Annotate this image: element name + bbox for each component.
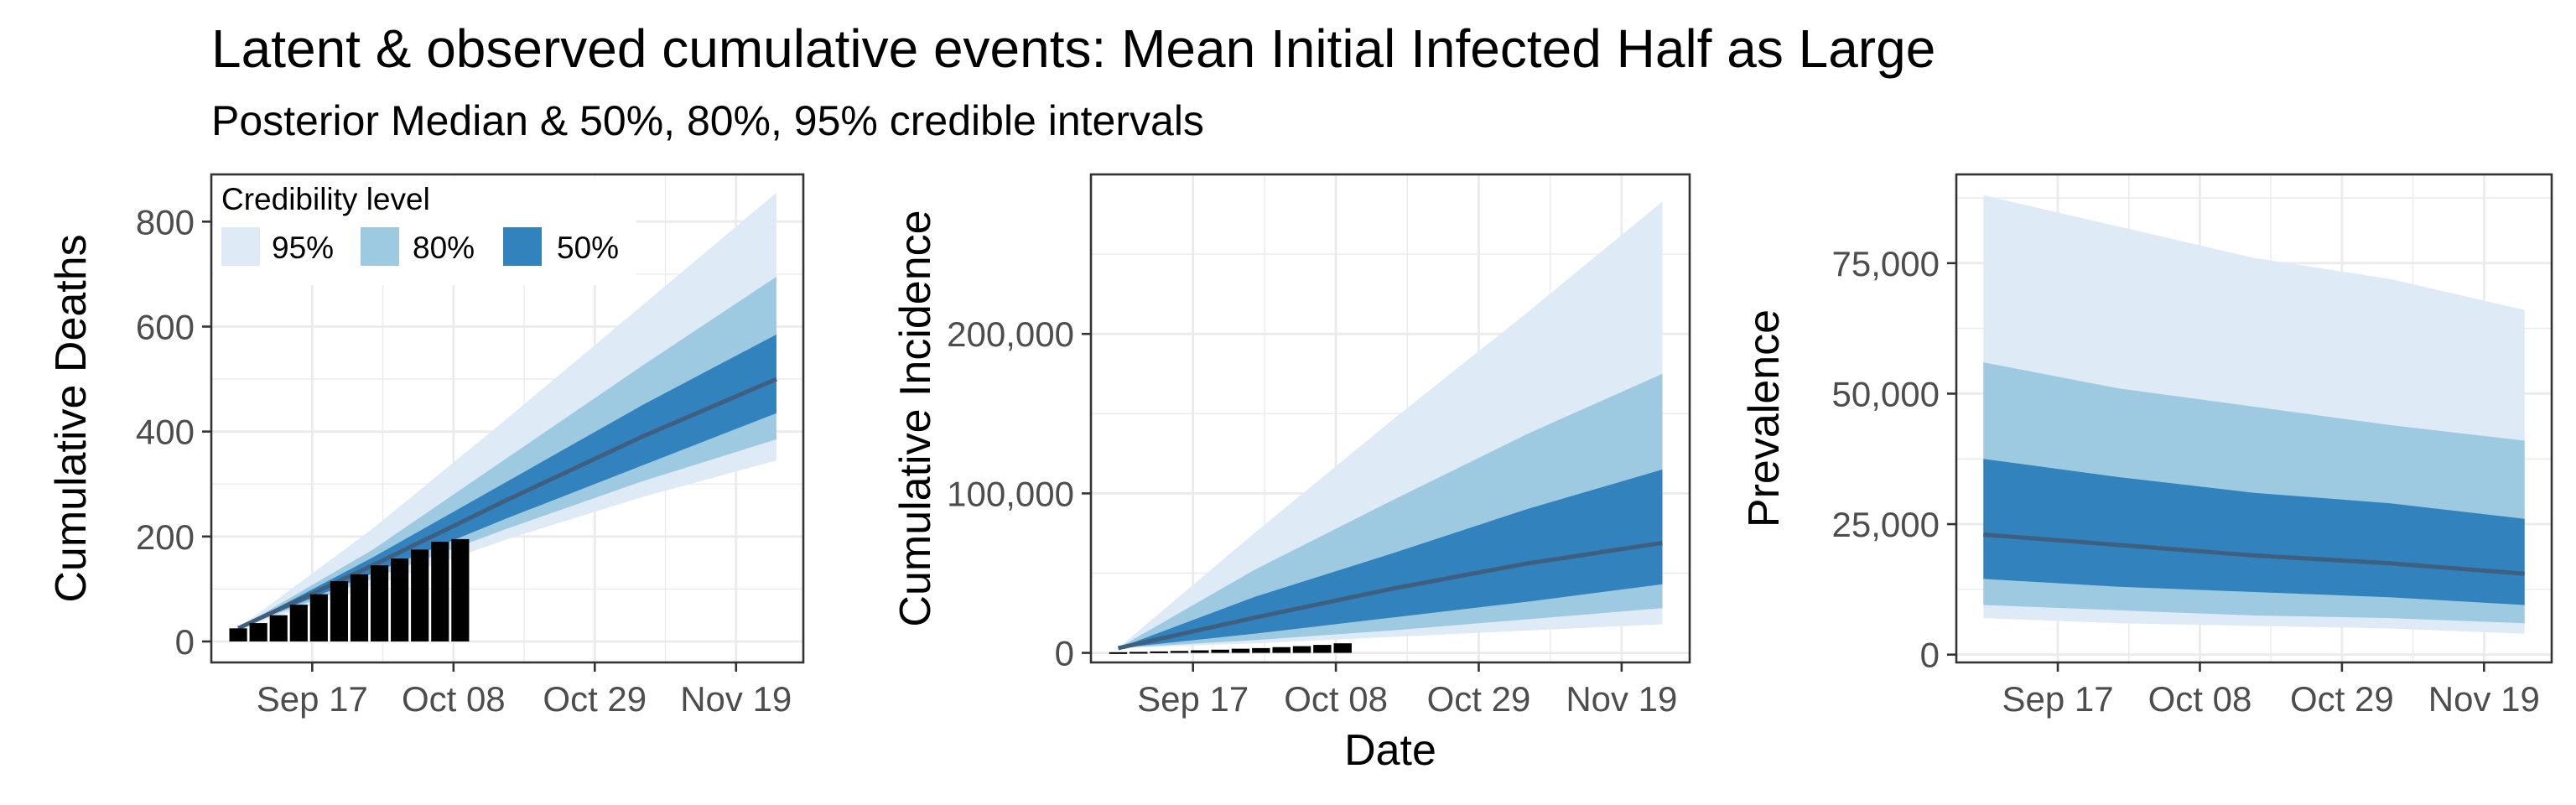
observed-bar — [289, 605, 308, 641]
x-tick-label: Nov 19 — [680, 679, 792, 719]
panel-border — [210, 173, 805, 664]
x-axis-title: Date — [1344, 726, 1436, 775]
chart-title: Latent & observed cumulative events: Mea… — [211, 18, 1936, 79]
observed-bar — [1109, 652, 1128, 654]
y-axis-title: Cumulative Deaths — [47, 234, 96, 602]
observed-bar — [431, 542, 449, 641]
observed-bar — [1231, 648, 1250, 653]
legend-label: 80% — [413, 231, 475, 265]
band-50 — [1118, 469, 1663, 648]
median-line — [1117, 540, 1663, 651]
x-tick-label: Oct 08 — [402, 679, 506, 719]
observed-bar — [1150, 651, 1168, 653]
observed-bar — [1313, 645, 1332, 653]
observed-bar — [249, 623, 267, 641]
observed-bar — [411, 549, 429, 641]
legend: Credibility level 95% 80% 50% — [213, 176, 636, 285]
y-tick-label: 0 — [1055, 634, 1074, 673]
chart-subtitle: Posterior Median & 50%, 80%, 95% credibl… — [211, 97, 1204, 144]
legend-item-95: 95% — [221, 227, 334, 266]
observed-bar — [309, 594, 328, 641]
y-tick-label: 0 — [175, 622, 195, 662]
observed-bar — [1252, 647, 1270, 653]
y-tick-label: 800 — [136, 202, 195, 242]
y-tick-label: 100,000 — [947, 474, 1074, 513]
legend-background — [213, 176, 636, 285]
legend-item-80: 80% — [361, 227, 475, 266]
y-tick-label: 600 — [136, 307, 195, 346]
legend-title: Credibility level — [221, 182, 430, 216]
legend-label: 50% — [557, 231, 619, 265]
legend-label: 95% — [272, 231, 334, 265]
observed-bar — [1191, 650, 1209, 653]
median-line — [237, 377, 777, 631]
x-tick-label: Oct 29 — [543, 679, 647, 719]
y-tick-label: 400 — [136, 413, 195, 452]
x-tick-label: Oct 29 — [2290, 679, 2394, 719]
observed-bar — [1130, 652, 1148, 654]
x-tick-label: Oct 08 — [2148, 679, 2252, 719]
observed-bar — [229, 628, 247, 641]
x-tick-label: Sep 17 — [1137, 679, 1249, 719]
legend-item-50: 50% — [503, 227, 619, 266]
panel-border — [1955, 173, 2553, 664]
observed-bar — [269, 615, 288, 641]
observed-bar — [1170, 651, 1189, 653]
legend-swatch — [221, 227, 260, 266]
y-axis-title: Prevalence — [1740, 309, 1789, 527]
median-line — [1983, 532, 2525, 576]
y-tick-label: 200,000 — [947, 314, 1074, 354]
observed-bar — [330, 581, 349, 641]
y-tick-label: 50,000 — [1832, 374, 1940, 413]
observed-bar — [451, 538, 470, 641]
band-50 — [1983, 459, 2525, 605]
observed-bar — [1272, 647, 1291, 653]
x-tick-label: Oct 29 — [1427, 679, 1531, 719]
observed-bar — [1333, 643, 1352, 653]
x-tick-label: Oct 08 — [1284, 679, 1388, 719]
y-tick-label: 200 — [136, 517, 195, 557]
observed-bar — [350, 574, 369, 641]
y-axis-title: Cumulative Incidence — [891, 210, 940, 626]
panel-2: 0 100,000 200,000 Sep 17 Oct 08 Oct 29 Nov 19 C… — [891, 173, 1691, 775]
observed-bar — [1211, 649, 1229, 653]
observed-bar — [1292, 646, 1311, 653]
x-tick-label: Sep 17 — [2002, 679, 2113, 719]
x-tick-label: Nov 19 — [2428, 679, 2540, 719]
y-tick-label: 75,000 — [1832, 244, 1940, 283]
x-tick-label: Sep 17 — [257, 679, 368, 719]
observed-bar — [391, 558, 409, 641]
panel-border — [1089, 173, 1691, 664]
y-tick-label: 0 — [1920, 636, 1940, 675]
legend-swatch — [503, 227, 542, 266]
panel-3: 0 25,000 50,000 75,000 Sep 17 Oct 08 Oct 29 Nov… — [1740, 173, 2553, 719]
band-50 — [238, 334, 776, 629]
observed-bar — [370, 565, 389, 641]
x-tick-label: Nov 19 — [1566, 679, 1677, 719]
panel-1: 0 200 400 600 800 Sep 17 Oct 08 Oct 29 Nov 19 Cum… — [47, 173, 805, 719]
legend-swatch — [361, 227, 399, 266]
y-tick-label: 25,000 — [1832, 505, 1940, 544]
